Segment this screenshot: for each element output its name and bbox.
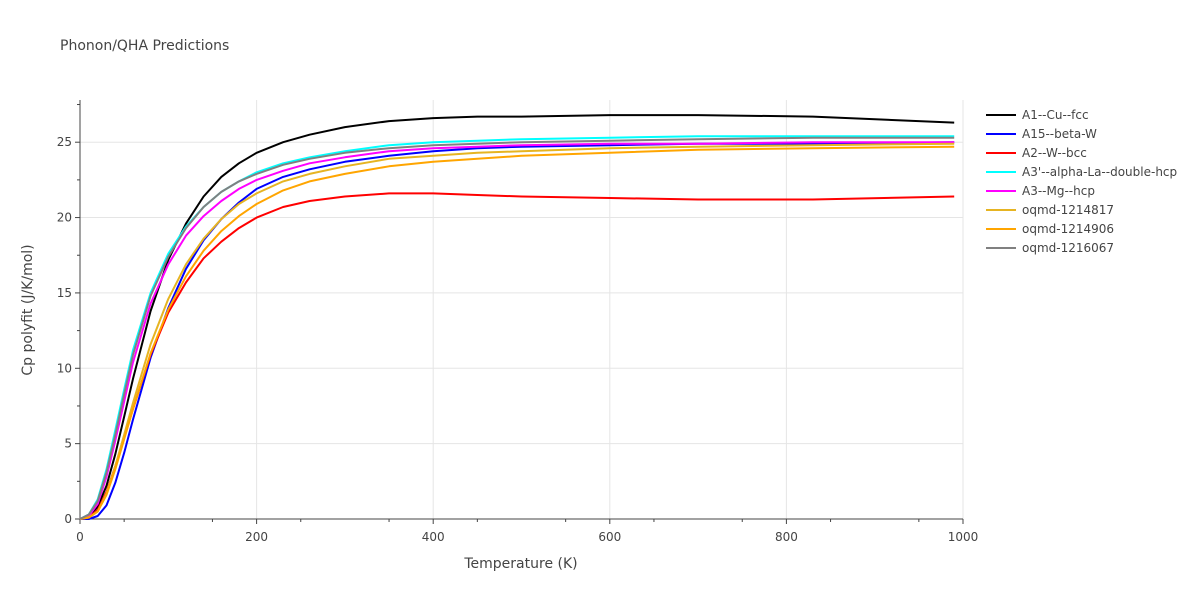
legend-label: A15--beta-W (1022, 127, 1097, 141)
legend-label: A2--W--bcc (1022, 146, 1087, 160)
x-tick-labels: 0 200 400 600 800 1000 (76, 530, 978, 544)
series-line-0 (79, 114, 955, 520)
x-tick-label: 0 (76, 530, 84, 544)
legend-item[interactable]: A3'--alpha-La--double-hcp (986, 165, 1177, 179)
series-line-4 (79, 141, 955, 520)
y-tick-label: 20 (57, 211, 72, 225)
series-lines (79, 114, 955, 520)
y-tick-label: 10 (57, 361, 72, 375)
x-tick-label: 400 (422, 530, 445, 544)
x-tick-label: 1000 (948, 530, 979, 544)
legend-label: oqmd-1214906 (1022, 222, 1114, 236)
legend-label: A1--Cu--fcc (1022, 108, 1089, 122)
legend-label: oqmd-1216067 (1022, 241, 1114, 255)
y-tick-label: 5 (64, 437, 72, 451)
series-line-1 (80, 141, 955, 520)
y-axis-title: Cp polyfit (J/K/mol) (20, 244, 36, 375)
grid-lines (80, 100, 964, 519)
y-tick-labels: 0 5 10 15 20 25 (57, 135, 72, 526)
y-tick-label: 25 (57, 135, 72, 149)
legend: A1--Cu--fcc A15--beta-W A2--W--bcc A3'--alp… (986, 108, 1177, 255)
x-tick-label: 600 (598, 530, 621, 544)
legend-item[interactable]: A3--Mg--hcp (986, 184, 1095, 198)
axes (75, 100, 964, 524)
legend-item[interactable]: A15--beta-W (986, 127, 1097, 141)
y-tick-label: 15 (57, 286, 72, 300)
legend-item[interactable]: oqmd-1214817 (986, 203, 1114, 217)
legend-label: A3--Mg--hcp (1022, 184, 1095, 198)
x-axis-title: Temperature (K) (463, 556, 577, 572)
series-line-7 (79, 136, 955, 520)
legend-label: oqmd-1214817 (1022, 203, 1114, 217)
legend-label: A3'--alpha-La--double-hcp (1022, 165, 1177, 179)
legend-item[interactable]: oqmd-1216067 (986, 241, 1114, 255)
x-tick-label: 800 (775, 530, 798, 544)
chart-title: Phonon/QHA Predictions (60, 38, 229, 54)
legend-item[interactable]: A2--W--bcc (986, 146, 1087, 160)
legend-item[interactable]: oqmd-1214906 (986, 222, 1114, 236)
legend-item[interactable]: A1--Cu--fcc (986, 108, 1089, 122)
series-line-3 (79, 135, 955, 520)
series-line-6 (79, 145, 955, 520)
y-tick-label: 0 (64, 512, 72, 526)
x-tick-label: 200 (245, 530, 268, 544)
